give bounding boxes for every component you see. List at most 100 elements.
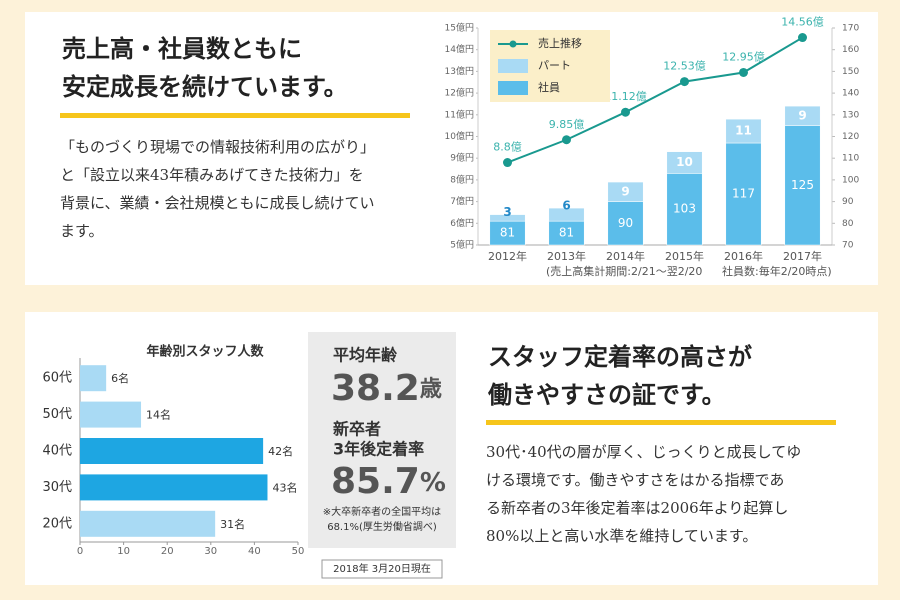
data-label: 14名 <box>146 408 171 422</box>
date-box <box>321 559 443 579</box>
date: 2018年 3月20日現在 <box>333 562 431 575</box>
bar-segment <box>725 118 762 144</box>
y-tick-label: 10億円 <box>445 130 474 142</box>
underline <box>486 420 836 425</box>
y-tick-label: 5億円 <box>450 239 474 251</box>
bar-segment <box>489 214 526 222</box>
note: 68.1%(厚生労働省調べ) <box>327 520 437 533</box>
bar-segment <box>666 173 703 246</box>
y2-tick-label: 140 <box>842 89 859 99</box>
legend-swatch <box>498 81 528 95</box>
y-tick-label: 14億円 <box>445 43 474 55</box>
bar-segment <box>784 125 821 246</box>
data-label: 12.95億 <box>722 50 765 63</box>
y-tick-label: 13億円 <box>445 65 474 77</box>
y2-tick-label: 70 <box>842 241 854 251</box>
bar-label: 117 <box>732 187 755 201</box>
legend-label: 社員 <box>538 80 560 94</box>
stat-value: 38.2歳 <box>331 368 442 409</box>
y-tick-label: 12億円 <box>445 87 474 99</box>
paragraph-line: ける環境です。働きやすさをはかる指標であ <box>486 471 784 489</box>
stats-box <box>308 332 456 548</box>
heading: 安定成長を続けています。 <box>62 73 348 101</box>
bar-segment <box>607 181 644 202</box>
heading: 売上高・社員数ともに <box>62 35 302 63</box>
data-label: 42名 <box>268 444 293 458</box>
x-tick-label: 2017年 <box>783 249 822 263</box>
data-label: 6名 <box>111 371 129 385</box>
bar <box>80 365 107 392</box>
point <box>621 107 630 117</box>
bar-label: 11 <box>735 124 752 138</box>
stat-label: 3年後定着率 <box>333 440 424 459</box>
bar-label: 81 <box>559 226 574 240</box>
x-tick-label: 0 <box>77 546 83 557</box>
bar-label: 6 <box>562 199 570 213</box>
point <box>562 135 571 145</box>
line <box>507 36 804 164</box>
bar-label: 90 <box>618 216 633 230</box>
data-label: 8.8億 <box>493 141 522 154</box>
paragraph-line: 背景に、業績・会社規模ともに成長し続けてい <box>60 194 375 212</box>
y-tick-label: 11億円 <box>445 108 474 120</box>
paragraph-line: 「ものづくり現場での情報技術利用の広がり」 <box>60 138 375 156</box>
y2-tick-label: 120 <box>842 132 859 142</box>
stat-value: 85.7% <box>331 461 446 502</box>
legend-swatch <box>498 59 528 73</box>
data-label: 11.12億 <box>604 90 647 103</box>
y2-tick-label: 90 <box>842 197 854 207</box>
stat-label: 平均年齢 <box>333 346 398 365</box>
paragraph-line: ます。 <box>60 222 104 240</box>
point <box>503 158 512 168</box>
annotation: 社員数:毎年2/20時点) <box>722 264 832 278</box>
data-label: 9.85億 <box>549 118 585 131</box>
x-tick-label: 2014年 <box>606 249 645 263</box>
underline <box>60 113 410 118</box>
y-tick-label: 60代 <box>42 371 72 386</box>
y-tick-label: 20代 <box>42 516 72 531</box>
y2-tick-label: 160 <box>842 45 859 55</box>
bar-segment <box>666 151 703 174</box>
heading: スタッフ定着率の高さが <box>488 343 752 371</box>
y2-tick-label: 130 <box>842 110 859 120</box>
bar-segment <box>548 207 585 222</box>
x-tick-label: 10 <box>117 546 130 557</box>
y-tick-label: 6億円 <box>450 217 474 229</box>
y2-tick-label: 80 <box>842 219 854 229</box>
y2-tick-label: 100 <box>842 175 859 185</box>
y-tick-label: 15億円 <box>445 22 474 34</box>
x-tick-label: 2016年 <box>724 249 763 263</box>
data-label: 12.53億 <box>663 60 706 73</box>
x-tick-label: 2013年 <box>547 249 586 263</box>
y2-tick-label: 110 <box>842 154 859 164</box>
chart-title: 年齢別スタッフ人数 <box>146 344 264 360</box>
annotation: (売上高集計期間:2/21〜翌2/20 <box>546 264 702 278</box>
bar-label: 103 <box>673 202 696 216</box>
data-label: 43名 <box>272 480 297 494</box>
x-tick-label: 40 <box>248 546 261 557</box>
bar-segment <box>784 105 821 126</box>
x-tick-label: 20 <box>161 546 174 557</box>
legend-label: パート <box>538 59 571 72</box>
y-tick-label: 30代 <box>42 480 72 495</box>
y-tick-label: 9億円 <box>450 152 474 164</box>
y-tick-label: 8億円 <box>450 173 474 185</box>
bar-label: 125 <box>791 178 814 192</box>
y2-tick-label: 150 <box>842 67 859 77</box>
bar <box>80 401 142 428</box>
bar-label: 3 <box>503 205 511 219</box>
bar-label: 81 <box>500 226 515 240</box>
point <box>798 33 807 43</box>
data-label: 31名 <box>220 517 245 531</box>
y-tick-label: 7億円 <box>450 195 474 207</box>
y-tick-label: 40代 <box>42 444 72 459</box>
paragraph-line: と「設立以来43年積みあげてきた技術力」を <box>60 166 364 184</box>
x-tick-label: 30 <box>204 546 217 557</box>
legend-label: 売上推移 <box>538 36 582 50</box>
bar-label: 10 <box>676 155 693 169</box>
bar-label: 9 <box>621 184 629 198</box>
x-tick-label: 2012年 <box>488 249 527 263</box>
heading: 働きやすさの証です。 <box>487 381 726 409</box>
point <box>739 67 748 77</box>
